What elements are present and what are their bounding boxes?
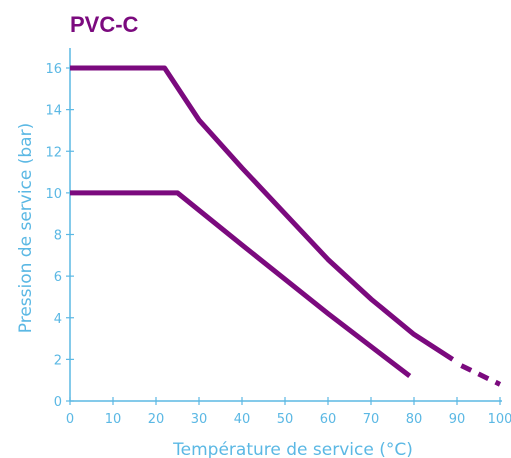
x-tick-label: 100 bbox=[488, 412, 511, 427]
y-tick-label: 14 bbox=[45, 104, 62, 119]
x-axis-label: Température de service (°C) bbox=[172, 440, 413, 458]
x-tick-label: 70 bbox=[363, 412, 380, 427]
x-tick-label: 40 bbox=[234, 412, 251, 427]
y-tick-label: 16 bbox=[45, 62, 62, 77]
y-tick-label: 12 bbox=[45, 145, 62, 160]
y-tick-label: 6 bbox=[54, 270, 62, 285]
chart-title: PVC-C bbox=[70, 12, 139, 37]
y-tick-label: 10 bbox=[45, 187, 62, 202]
series-line-2 bbox=[460, 363, 502, 387]
x-tick-label: 30 bbox=[191, 412, 208, 427]
series-lines bbox=[70, 65, 502, 387]
y-tick-label: 8 bbox=[54, 229, 62, 244]
y-tick-label: 0 bbox=[54, 395, 62, 410]
series-line-3 bbox=[70, 190, 412, 379]
axes bbox=[66, 48, 502, 405]
x-tick-label: 0 bbox=[66, 412, 74, 427]
y-tick-label: 4 bbox=[54, 312, 62, 327]
y-tick-label: 2 bbox=[54, 353, 62, 368]
x-tick-label: 10 bbox=[105, 412, 122, 427]
x-tick-label: 60 bbox=[320, 412, 337, 427]
x-tick-label: 90 bbox=[449, 412, 466, 427]
y-axis-label: Pression de service (bar) bbox=[16, 123, 36, 333]
series-line-1 bbox=[70, 65, 455, 362]
x-tick-label: 80 bbox=[406, 412, 423, 427]
tick-labels: 01020304050607080901001100246810121416 bbox=[45, 62, 511, 427]
x-tick-label: 20 bbox=[148, 412, 165, 427]
x-tick-label: 50 bbox=[277, 412, 294, 427]
